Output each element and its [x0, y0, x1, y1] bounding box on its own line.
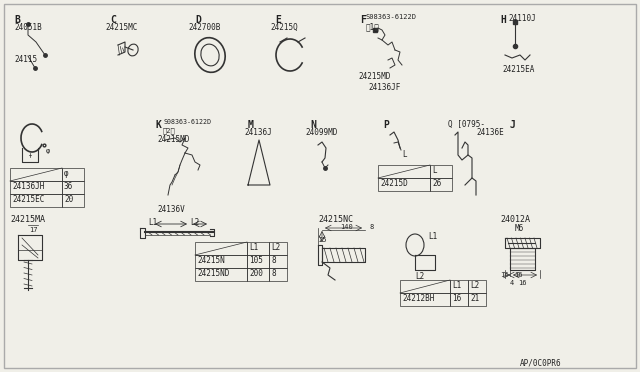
Bar: [430, 165, 452, 178]
Text: 24215D: 24215D: [380, 179, 408, 188]
Text: S08363-6122D: S08363-6122D: [163, 119, 211, 125]
Text: K: K: [155, 120, 161, 130]
Text: 16: 16: [514, 272, 522, 278]
Bar: [62, 194, 84, 207]
Bar: [62, 181, 84, 194]
Bar: [269, 255, 287, 268]
Text: 24215MD: 24215MD: [157, 135, 189, 144]
Bar: [247, 242, 269, 255]
Text: 24215NC: 24215NC: [318, 215, 353, 224]
Bar: [62, 168, 84, 181]
Text: 24215EC: 24215EC: [12, 195, 44, 204]
Text: L2: L2: [190, 218, 199, 227]
Bar: [450, 293, 468, 306]
Text: M6: M6: [515, 224, 524, 233]
Bar: [400, 293, 450, 306]
Text: 8: 8: [271, 256, 276, 265]
Text: L1: L1: [249, 243, 259, 252]
Text: 24215ND: 24215ND: [197, 269, 229, 278]
Text: 20: 20: [64, 195, 73, 204]
Text: 24215N: 24215N: [197, 256, 225, 265]
Text: 21: 21: [470, 294, 479, 303]
Text: 24215Q: 24215Q: [270, 23, 298, 32]
Text: B: B: [14, 15, 20, 25]
Text: 17: 17: [29, 227, 38, 233]
Text: 24215MC: 24215MC: [105, 23, 138, 32]
Text: 24051B: 24051B: [14, 23, 42, 32]
Text: 24136J: 24136J: [244, 128, 272, 137]
Text: 24012A: 24012A: [500, 215, 530, 224]
Text: 24110J: 24110J: [508, 14, 536, 23]
Text: 24115: 24115: [14, 55, 37, 64]
Text: 200: 200: [249, 269, 263, 278]
Bar: [247, 268, 269, 281]
Text: （2）: （2）: [163, 127, 176, 134]
Bar: [430, 178, 452, 191]
Bar: [195, 268, 247, 281]
Text: 14: 14: [500, 272, 509, 278]
Bar: [378, 165, 430, 178]
Text: 25: 25: [318, 237, 326, 243]
Text: S08363-6122D: S08363-6122D: [366, 14, 417, 20]
Text: 24215EA: 24215EA: [502, 65, 534, 74]
Text: L1: L1: [148, 218, 157, 227]
Bar: [468, 293, 486, 306]
Text: 24136V: 24136V: [157, 205, 185, 214]
Text: 24136JH: 24136JH: [12, 182, 44, 191]
Bar: [195, 255, 247, 268]
Text: 24099MD: 24099MD: [305, 128, 337, 137]
Text: 24215MA: 24215MA: [10, 215, 45, 224]
Text: C: C: [110, 15, 116, 25]
Text: L2: L2: [470, 281, 479, 290]
Text: 24212BH: 24212BH: [402, 294, 435, 303]
Bar: [10, 181, 62, 194]
Text: 24136E: 24136E: [476, 128, 504, 137]
Text: M: M: [248, 120, 254, 130]
Text: 105: 105: [249, 256, 263, 265]
Text: H: H: [500, 15, 506, 25]
Text: F: F: [360, 15, 366, 25]
Text: E: E: [275, 15, 281, 25]
Text: 242700B: 242700B: [188, 23, 220, 32]
Text: 8: 8: [370, 224, 374, 230]
Text: Q [0795-: Q [0795-: [448, 120, 485, 129]
Text: 16: 16: [452, 294, 461, 303]
Text: 140: 140: [340, 224, 353, 230]
Bar: [10, 168, 62, 181]
Text: J: J: [510, 120, 516, 130]
Bar: [195, 242, 247, 255]
Text: L: L: [402, 150, 406, 159]
Text: L: L: [432, 166, 436, 175]
Text: 24215MD: 24215MD: [358, 72, 390, 81]
Text: φ: φ: [64, 169, 68, 178]
Text: L2: L2: [415, 272, 424, 281]
Text: L1: L1: [428, 232, 437, 241]
Text: 24136JF: 24136JF: [368, 83, 401, 92]
Bar: [378, 178, 430, 191]
Bar: [269, 242, 287, 255]
Bar: [468, 280, 486, 293]
Text: D: D: [195, 15, 201, 25]
Bar: [450, 280, 468, 293]
Text: φ: φ: [46, 148, 51, 154]
Text: N: N: [310, 120, 316, 130]
Text: 26: 26: [432, 179, 441, 188]
Text: L2: L2: [271, 243, 280, 252]
Text: 36: 36: [64, 182, 73, 191]
Bar: [400, 280, 450, 293]
Text: L1: L1: [452, 281, 461, 290]
Text: AP/0C0PR6: AP/0C0PR6: [520, 358, 562, 367]
Text: 8: 8: [271, 269, 276, 278]
Bar: [247, 255, 269, 268]
Text: （1）: （1）: [366, 22, 380, 31]
Text: P: P: [383, 120, 389, 130]
Text: 4: 4: [510, 280, 515, 286]
Bar: [269, 268, 287, 281]
Text: 16: 16: [518, 280, 527, 286]
Bar: [10, 194, 62, 207]
